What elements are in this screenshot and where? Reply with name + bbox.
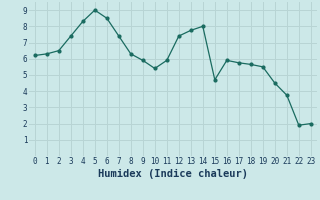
X-axis label: Humidex (Indice chaleur): Humidex (Indice chaleur)	[98, 169, 248, 179]
